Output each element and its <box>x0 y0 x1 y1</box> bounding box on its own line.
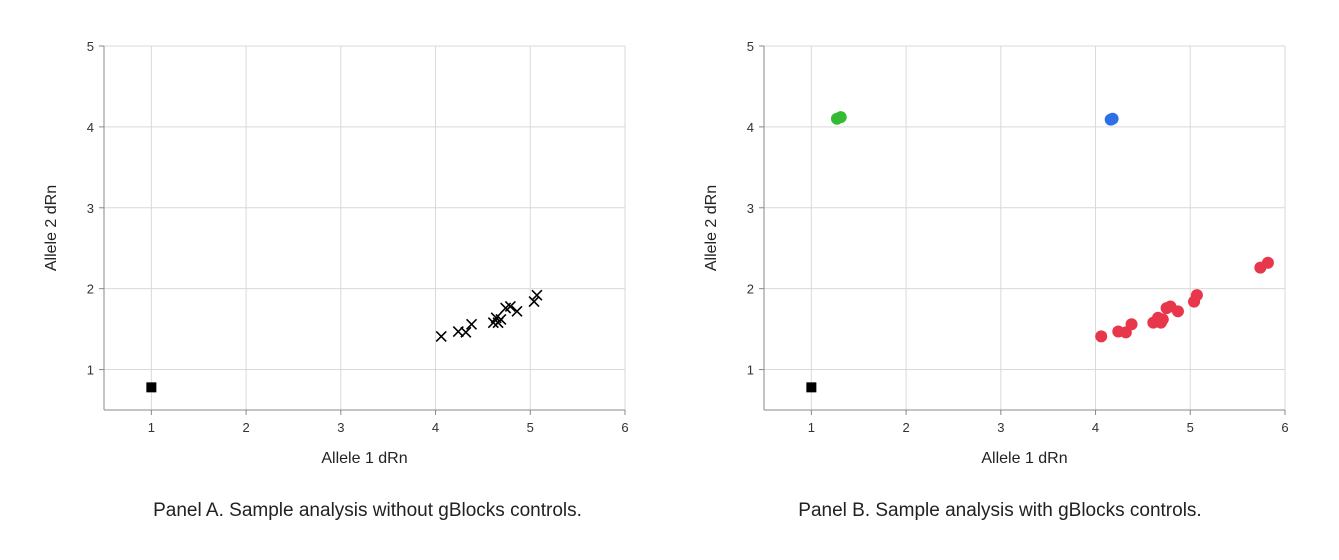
panel-b: 1 2 3 4 5 6 1 2 3 4 5 Allele 1 dRn Allele 2 dRn Pane… <box>660 0 1329 560</box>
panel-a-caption: Panel A. Sample analysis without gBlocks… <box>153 500 582 521</box>
x-tick-label: 1 <box>148 420 155 435</box>
series-2 <box>1104 112 1119 126</box>
data-point-x <box>504 300 516 313</box>
data-point-x <box>531 289 543 301</box>
data-point-x <box>511 305 523 317</box>
data-point-circle <box>1171 305 1184 318</box>
y-tick-label: 2 <box>747 282 754 297</box>
x-tick-label: 5 <box>1187 420 1194 435</box>
x-axis-title: Allele 1 dRn <box>981 450 1067 467</box>
grid <box>104 45 626 410</box>
y-axis-title: Allele 2 dRn <box>703 185 720 271</box>
data-point-x <box>460 326 472 338</box>
y-tick-label: 1 <box>87 363 94 378</box>
y-tick-label: 3 <box>747 201 754 216</box>
data-point-circle <box>1106 112 1119 125</box>
data-point-square <box>146 382 157 393</box>
data-point-circle <box>1095 330 1108 343</box>
data-point-x <box>435 330 447 342</box>
x-tick-label: 4 <box>1092 420 1099 435</box>
scatter-chart-b: 1 2 3 4 5 6 1 2 3 4 5 Allele 1 dRn Allele 2 dRn <box>703 39 1289 467</box>
x-tick-label: 6 <box>1281 420 1288 435</box>
y-tick-label: 5 <box>87 39 94 54</box>
grid <box>764 45 1286 410</box>
y-tick-label: 1 <box>747 363 754 378</box>
series-1 <box>435 289 543 342</box>
data-point-circle <box>1190 289 1203 302</box>
x-tick-label: 6 <box>621 420 628 435</box>
y-tick-label: 3 <box>87 201 94 216</box>
data-point-circle <box>834 111 847 124</box>
series-0 <box>806 382 817 393</box>
scatter-chart-a: 1 2 3 4 5 6 1 2 3 4 5 Allele 1 dRn Allele 2 dRn <box>43 39 629 467</box>
y-tick-label: 4 <box>747 120 754 135</box>
x-tick-label: 5 <box>527 420 534 435</box>
x-tick-label: 3 <box>337 420 344 435</box>
series-3 <box>1095 256 1274 343</box>
x-axis-title: Allele 1 dRn <box>321 450 407 467</box>
data-point-circle <box>1125 318 1138 331</box>
x-tick-label: 1 <box>808 420 815 435</box>
data-point-x <box>528 296 540 308</box>
x-tick-label: 2 <box>902 420 909 435</box>
x-tick-label: 4 <box>432 420 439 435</box>
data-point-circle <box>1156 313 1169 326</box>
y-tick-label: 5 <box>747 39 754 54</box>
series-0 <box>146 382 157 393</box>
data-point-x <box>465 318 478 330</box>
x-tick-label: 3 <box>997 420 1004 435</box>
panel-a: 1 2 3 4 5 6 1 2 3 4 5 Allele 1 dRn Allele 2 dRn Pane… <box>0 0 669 560</box>
x-tick-label: 2 <box>242 420 249 435</box>
y-tick-label: 4 <box>87 120 94 135</box>
data-point-square <box>806 382 817 393</box>
y-axis-title: Allele 2 dRn <box>43 185 60 271</box>
panel-b-caption: Panel B. Sample analysis with gBlocks co… <box>798 500 1202 521</box>
y-tick-label: 2 <box>87 282 94 297</box>
data-point-x <box>495 313 507 325</box>
data-point-circle <box>1261 256 1274 269</box>
series-1 <box>830 111 847 125</box>
